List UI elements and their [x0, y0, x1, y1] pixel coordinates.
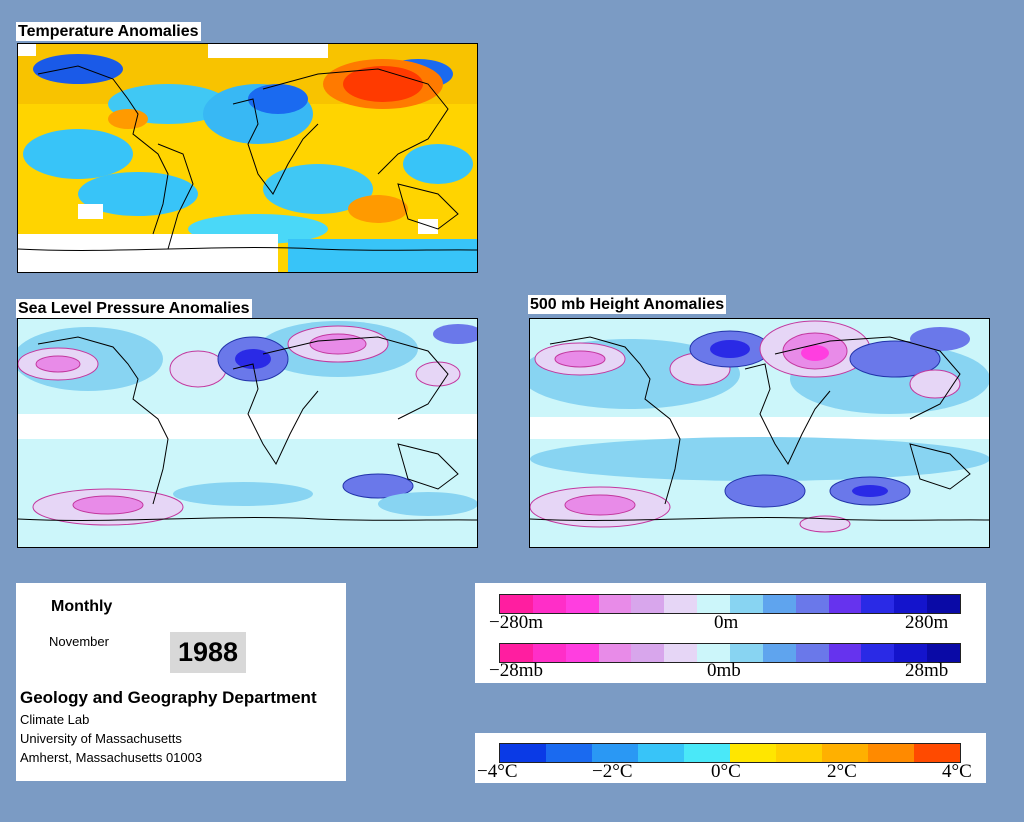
pressure-color-10 [795, 644, 829, 662]
height-color-2 [532, 595, 566, 613]
temperature-color-9 [868, 744, 914, 762]
temperature-map-graphic [18, 44, 477, 272]
temperature-anomaly-map [17, 43, 478, 273]
temperature-color-10 [914, 744, 960, 762]
temperature-color-4 [638, 744, 684, 762]
pressure-color-4 [598, 644, 632, 662]
pressure-label-zero: 0mb [707, 660, 741, 681]
temperature-color-7 [776, 744, 822, 762]
height-color-9 [762, 595, 796, 613]
month-label: November [49, 634, 109, 649]
temperature-color-8 [822, 744, 868, 762]
sea-level-pressure-title: Sea Level Pressure Anomalies [16, 299, 252, 318]
temperature-color-5 [684, 744, 730, 762]
temperature-color-2 [546, 744, 592, 762]
year-label: 1988 [170, 632, 246, 673]
pressure-color-13 [894, 644, 928, 662]
temperature-label-minus2: −2°C [592, 761, 633, 782]
temperature-color-1 [500, 744, 546, 762]
temperature-color-6 [730, 744, 776, 762]
height-color-6 [664, 595, 698, 613]
height-color-14 [927, 595, 961, 613]
department-label: Geology and Geography Department [20, 688, 317, 707]
height-color-7 [697, 595, 731, 613]
temperature-label-plus4: 4°C [942, 761, 972, 782]
pressure-color-3 [565, 644, 599, 662]
address-label: Amherst, Massachusetts 01003 [20, 750, 203, 765]
height-color-11 [828, 595, 862, 613]
pressure-colorbar [499, 643, 961, 663]
height-color-10 [795, 595, 829, 613]
info-box: Monthly November 1988 Geology and Geogra… [16, 583, 346, 781]
period-label: Monthly [51, 598, 113, 615]
height-color-5 [631, 595, 665, 613]
height-500mb-map [529, 318, 990, 548]
height-label-max: 280m [905, 612, 949, 633]
pressure-color-11 [828, 644, 862, 662]
sea-level-pressure-map-graphic [18, 319, 477, 547]
height-label-zero: 0m [714, 612, 739, 633]
pressure-color-1 [500, 644, 533, 662]
temperature-anomalies-title: Temperature Anomalies [16, 22, 201, 41]
height-color-1 [500, 595, 533, 613]
height-colorbar [499, 594, 961, 614]
sea-level-pressure-map [17, 318, 478, 548]
anomaly-legend: −280m 0m 280m −28mb 0mb 28mb [475, 583, 986, 683]
temperature-label-zero: 0°C [711, 761, 741, 782]
pressure-label-min: −28mb [489, 660, 543, 681]
pressure-color-5 [631, 644, 665, 662]
pressure-color-6 [664, 644, 698, 662]
height-color-3 [565, 595, 599, 613]
pressure-color-14 [927, 644, 961, 662]
pressure-color-7 [697, 644, 731, 662]
temperature-label-minus4: −4°C [477, 761, 518, 782]
height-500mb-map-graphic [530, 319, 989, 547]
height-color-4 [598, 595, 632, 613]
temperature-label-plus2: 2°C [827, 761, 857, 782]
pressure-color-8 [730, 644, 763, 662]
height-color-8 [730, 595, 763, 613]
pressure-label-max: 28mb [905, 660, 949, 681]
temperature-legend: −4°C −2°C 0°C 2°C 4°C [475, 733, 986, 783]
height-500mb-title: 500 mb Height Anomalies [528, 295, 727, 314]
height-label-min: −280m [489, 612, 543, 633]
pressure-color-12 [861, 644, 895, 662]
university-label: University of Massachusetts [20, 731, 182, 746]
pressure-color-9 [762, 644, 796, 662]
temperature-colorbar [499, 743, 961, 763]
pressure-color-2 [532, 644, 566, 662]
height-color-13 [894, 595, 928, 613]
temperature-color-3 [592, 744, 638, 762]
height-color-12 [861, 595, 895, 613]
lab-label: Climate Lab [20, 712, 90, 727]
